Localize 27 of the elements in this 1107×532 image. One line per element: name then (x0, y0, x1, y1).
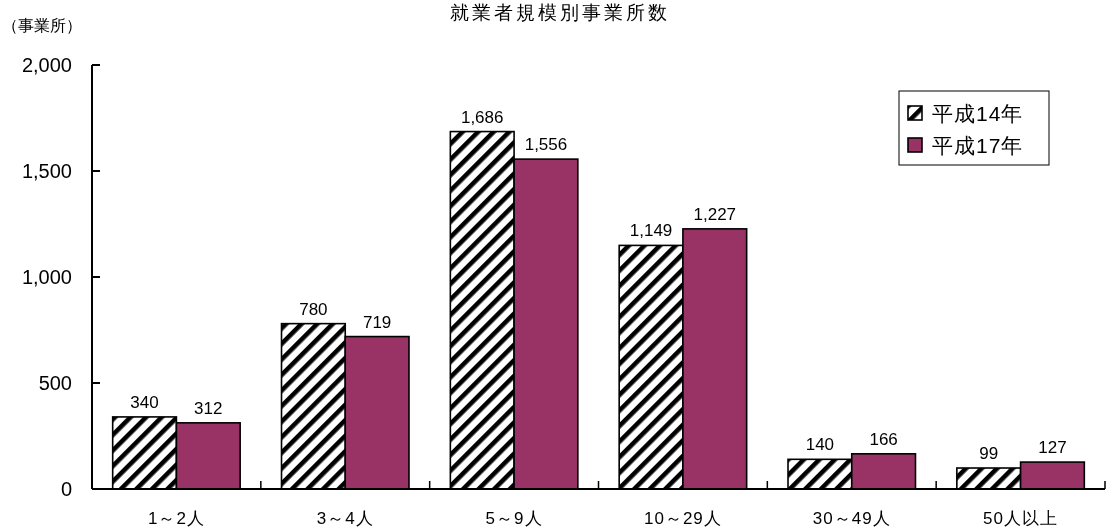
y-axis-title: （事業所） (2, 17, 82, 34)
x-tick-label: 1～2人 (147, 509, 205, 528)
y-tick-label: 1,000 (21, 266, 72, 288)
legend-label: 平成17年 (932, 134, 1024, 157)
x-tick-label: 3～4人 (316, 509, 374, 528)
data-label: 780 (299, 299, 328, 319)
x-tick-label: 5～9人 (485, 509, 543, 528)
data-label: 140 (805, 435, 835, 455)
data-label: 1,227 (693, 204, 737, 224)
data-label: 312 (194, 398, 223, 418)
data-label: 1,556 (524, 135, 568, 155)
data-label: 127 (1038, 438, 1067, 458)
legend-label: 平成14年 (932, 102, 1024, 125)
data-label: 166 (869, 429, 898, 449)
y-tick-label: 0 (60, 478, 72, 500)
data-label: 1,149 (629, 221, 673, 241)
x-tick-label: 50人以上 (983, 509, 1059, 528)
x-tick-label: 30～49人 (812, 509, 891, 528)
y-tick-label: 1,500 (21, 160, 72, 182)
y-tick-label: 500 (38, 372, 72, 394)
data-label: 719 (362, 312, 392, 332)
chart-title: 就業者規模別事業所数 (450, 2, 670, 23)
data-label: 99 (979, 444, 999, 464)
data-label: 340 (130, 392, 159, 412)
x-tick-label: 10～29人 (644, 509, 722, 528)
y-tick-label: 2,000 (21, 54, 72, 76)
data-label: 1,686 (460, 107, 504, 127)
